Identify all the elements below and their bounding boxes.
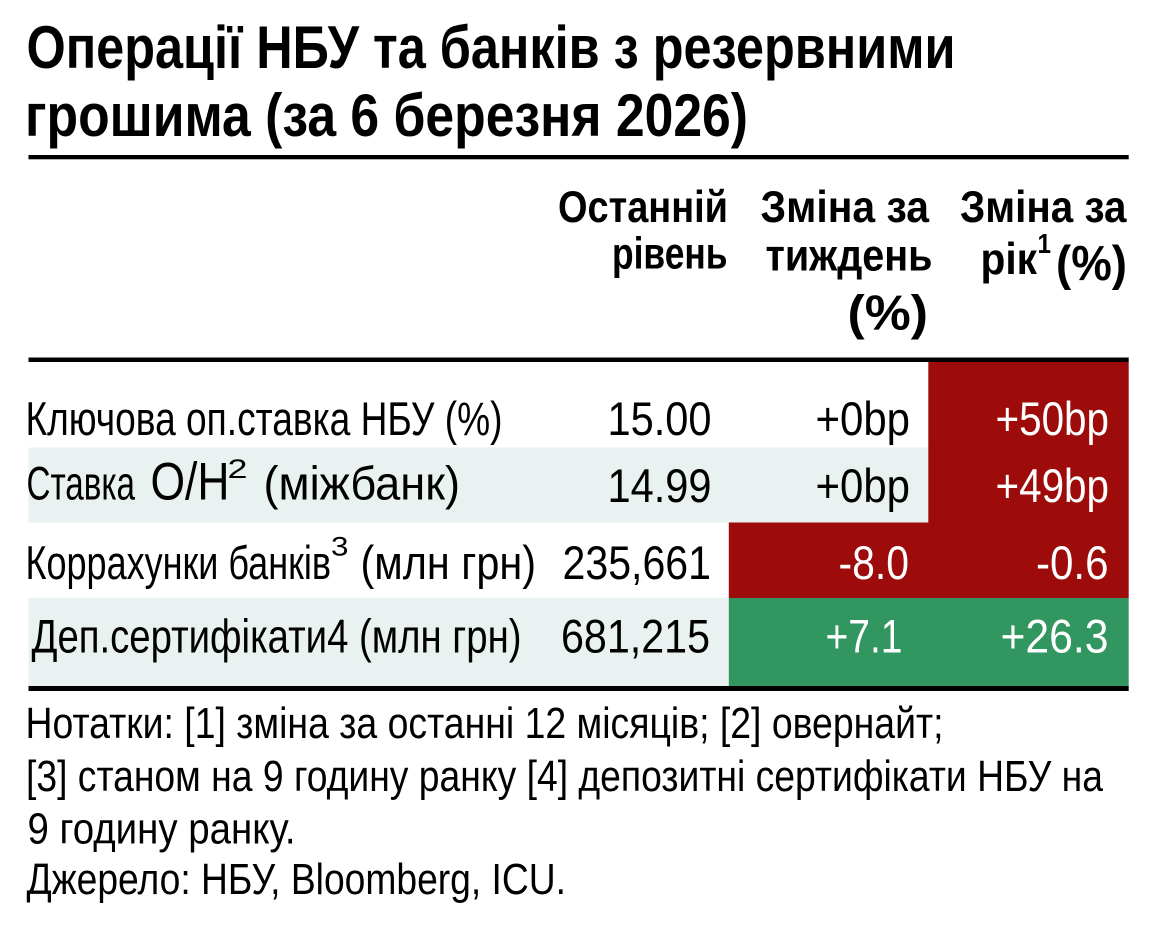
- svg-text:+7.1: +7.1: [826, 610, 903, 663]
- svg-text:рівень: рівень: [612, 230, 728, 279]
- svg-text:[3] станом на 9 годину ранку [: [3] станом на 9 годину ранку [4] депозит…: [26, 753, 1104, 801]
- svg-text:Зміна за: Зміна за: [761, 183, 931, 232]
- svg-text:14.99: 14.99: [608, 460, 712, 513]
- svg-text:9 годину ранку.: 9 годину ранку.: [28, 806, 296, 854]
- svg-text:Нотатки: [1] зміна за останні: Нотатки: [1] зміна за останні 12 місяців…: [26, 700, 944, 748]
- svg-text:Джерело: НБУ, Bloomberg, ICU.: Джерело: НБУ, Bloomberg, ICU.: [27, 856, 567, 904]
- svg-text:2: 2: [228, 454, 248, 484]
- svg-text:грошима (за 6 березня 2026): грошима (за 6 березня 2026): [25, 82, 748, 149]
- svg-text:-8.0: -8.0: [839, 537, 910, 590]
- svg-text:(млн грн): (млн грн): [361, 537, 537, 590]
- svg-text:+49bp: +49bp: [996, 460, 1110, 513]
- svg-text:Операції НБУ та банків з резер: Операції НБУ та банків з резервними: [27, 14, 956, 81]
- svg-text:(міжбанк): (міжбанк): [264, 458, 461, 511]
- svg-text:Останній: Останній: [558, 183, 728, 232]
- svg-text:3: 3: [331, 531, 349, 561]
- svg-text:+50bp: +50bp: [996, 393, 1110, 446]
- svg-text:Коррахунки банків: Коррахунки банків: [26, 537, 332, 590]
- svg-text:Ставка: Ставка: [27, 458, 136, 511]
- svg-text:рік: рік: [981, 235, 1038, 284]
- svg-text:+0bp: +0bp: [816, 460, 911, 513]
- svg-text:15.00: 15.00: [608, 393, 712, 446]
- svg-text:681,215: 681,215: [561, 610, 710, 663]
- svg-text:+0bp: +0bp: [816, 393, 911, 446]
- svg-text:О/Н: О/Н: [151, 453, 230, 512]
- svg-text:Ключова оп.ставка НБУ (%): Ключова оп.ставка НБУ (%): [26, 393, 503, 446]
- svg-text:+26.3: +26.3: [1001, 610, 1109, 663]
- svg-text:(%): (%): [1056, 236, 1127, 291]
- svg-text:1: 1: [1038, 228, 1052, 259]
- svg-text:235,661: 235,661: [563, 537, 712, 590]
- svg-text:тиждень: тиждень: [766, 232, 933, 281]
- svg-text:-0.6: -0.6: [1036, 537, 1109, 590]
- svg-text:Зміна за: Зміна за: [960, 183, 1128, 232]
- svg-text:(%): (%): [848, 286, 929, 340]
- svg-text:Деп.сертифікати4 (млн грн): Деп.сертифікати4 (млн грн): [32, 610, 522, 663]
